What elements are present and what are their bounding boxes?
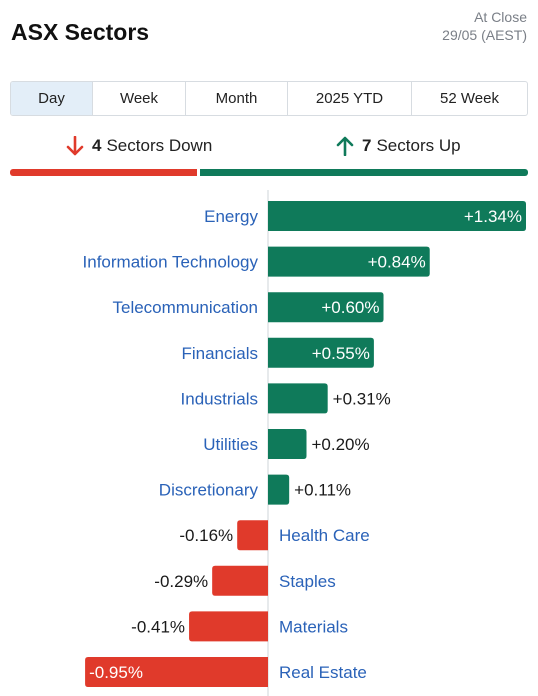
bar-real-estate[interactable] [85,657,268,687]
sectors-down-summary: 4 Sectors Down [66,131,212,161]
arrow-down-icon [66,136,84,156]
tab-2025-ytd[interactable]: 2025 YTD [288,82,412,115]
value-label-financials: +0.55% [312,344,370,363]
category-label-real-estate: Real Estate [279,663,367,682]
bar-telecommunication[interactable] [268,292,384,323]
category-label-discretionary: Discretionary [159,481,259,500]
value-label-materials: -0.41% [131,617,185,636]
sectors-down-count: 4 [92,136,102,155]
page-title: ASX Sectors [11,19,150,45]
value-label-health-care: -0.16% [179,526,233,545]
bar-materials[interactable] [189,611,268,642]
category-label-financials: Financials [181,344,258,363]
bar-financials[interactable] [268,337,374,368]
category-label-telecommunication: Telecommunication [112,298,258,317]
value-label-information-technology: +0.84% [368,253,426,272]
sectors-up-count: 7 [362,136,372,155]
category-label-utilities: Utilities [203,435,258,454]
market-status-date: 29/05 (AEST) [442,27,527,43]
category-label-information-technology: Information Technology [83,253,259,272]
category-label-energy: Energy [204,207,258,226]
bar-energy[interactable] [268,201,526,231]
sectors-up-summary: 7 Sectors Up [336,131,461,161]
bar-staples[interactable] [212,565,268,596]
market-status-line1: At Close [474,9,527,25]
sectors-up-bar [200,169,528,176]
value-label-utilities: +0.20% [312,435,370,454]
sector-bar-chart: Energy +1.34% Information Technology +0.84%… [83,190,526,696]
tab-month[interactable]: Month [186,82,288,115]
bar-utilities[interactable] [268,429,307,459]
bar-health-care[interactable] [237,520,268,551]
value-label-telecommunication: +0.60% [321,298,379,317]
tab-day[interactable]: Day [11,82,93,115]
sectors-down-bar [10,169,197,176]
value-label-energy: +1.34% [464,207,522,226]
tab-week[interactable]: Week [93,82,186,115]
category-label-materials: Materials [279,617,348,636]
arrow-up-icon [336,136,354,156]
category-label-health-care: Health Care [279,526,370,545]
bar-industrials[interactable] [268,383,328,414]
category-label-industrials: Industrials [181,389,258,408]
value-label-staples: -0.29% [154,572,208,591]
bar-discretionary[interactable] [268,474,290,505]
bar-information-technology[interactable] [268,246,430,277]
period-tabs: Day Week Month 2025 YTD 52 Week [10,81,528,116]
sectors-down-label: Sectors Down [106,136,213,155]
sectors-up-label: Sectors Up [376,136,461,155]
market-status: At Close 29/05 (AEST) [442,8,527,44]
tab-52-week[interactable]: 52 Week [440,90,499,107]
value-label-discretionary: +0.11% [294,481,351,500]
value-label-industrials: +0.31% [333,389,391,408]
value-label-real-estate: -0.95% [89,663,143,682]
category-label-staples: Staples [279,572,336,591]
